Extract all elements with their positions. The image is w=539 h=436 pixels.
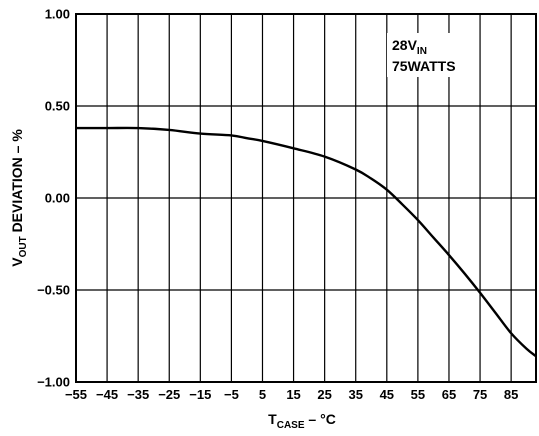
plot-frame: [75, 13, 537, 383]
x-tick-labels: −55 −45 −35 −25 −15 −5 5 15 25 35 45 55 65 75 85: [65, 387, 518, 402]
y-tick-label: 0.50: [45, 99, 70, 114]
x-tick-label: 85: [504, 387, 518, 402]
y-tick-labels: 1.00 0.50 0.00 −0.50 −1.00: [37, 7, 70, 390]
x-tick-label: 15: [286, 387, 300, 402]
annotation: 28VIN 75WATTS: [387, 33, 473, 77]
x-tick-label: 5: [259, 387, 266, 402]
x-tick-label: −45: [96, 387, 118, 402]
series-line: [75, 126, 537, 358]
x-axis-title-rest: – °C: [305, 411, 336, 427]
x-tick-label: 25: [317, 387, 331, 402]
x-tick-label: −15: [189, 387, 211, 402]
x-tick-label: −55: [65, 387, 87, 402]
x-axis-title-main: T: [268, 411, 277, 427]
x-tick-label: 55: [411, 387, 425, 402]
y-tick-label: 1.00: [45, 7, 70, 22]
annotation-background: [387, 33, 473, 77]
annotation-line-1-main: 28V: [392, 37, 418, 53]
x-axis-title: TCASE – °C: [268, 411, 336, 431]
y-axis-title: VOUT DEVIATION – %: [9, 129, 29, 267]
annotation-line-1: 28VIN: [392, 37, 427, 57]
y-tick-label: −1.00: [37, 375, 70, 390]
annotation-line-1-sub: IN: [417, 46, 427, 57]
x-axis-title-sub: CASE: [277, 420, 305, 431]
y-tick-label: −0.50: [37, 283, 70, 298]
y-axis-title-sub: OUT: [18, 236, 29, 257]
x-tick-label: 45: [380, 387, 394, 402]
x-tick-label: 75: [473, 387, 487, 402]
x-tick-label: −35: [127, 387, 149, 402]
y-axis-title-main: V: [9, 257, 25, 267]
x-tick-label: −25: [158, 387, 180, 402]
x-tick-label: 65: [442, 387, 456, 402]
y-tick-label: 0.00: [45, 191, 70, 206]
x-tick-label: 35: [348, 387, 362, 402]
series-layer: [75, 126, 537, 358]
y-axis-title-rest: DEVIATION – %: [9, 129, 25, 237]
annotation-line-2: 75WATTS: [392, 58, 456, 74]
x-tick-label: −5: [224, 387, 239, 402]
